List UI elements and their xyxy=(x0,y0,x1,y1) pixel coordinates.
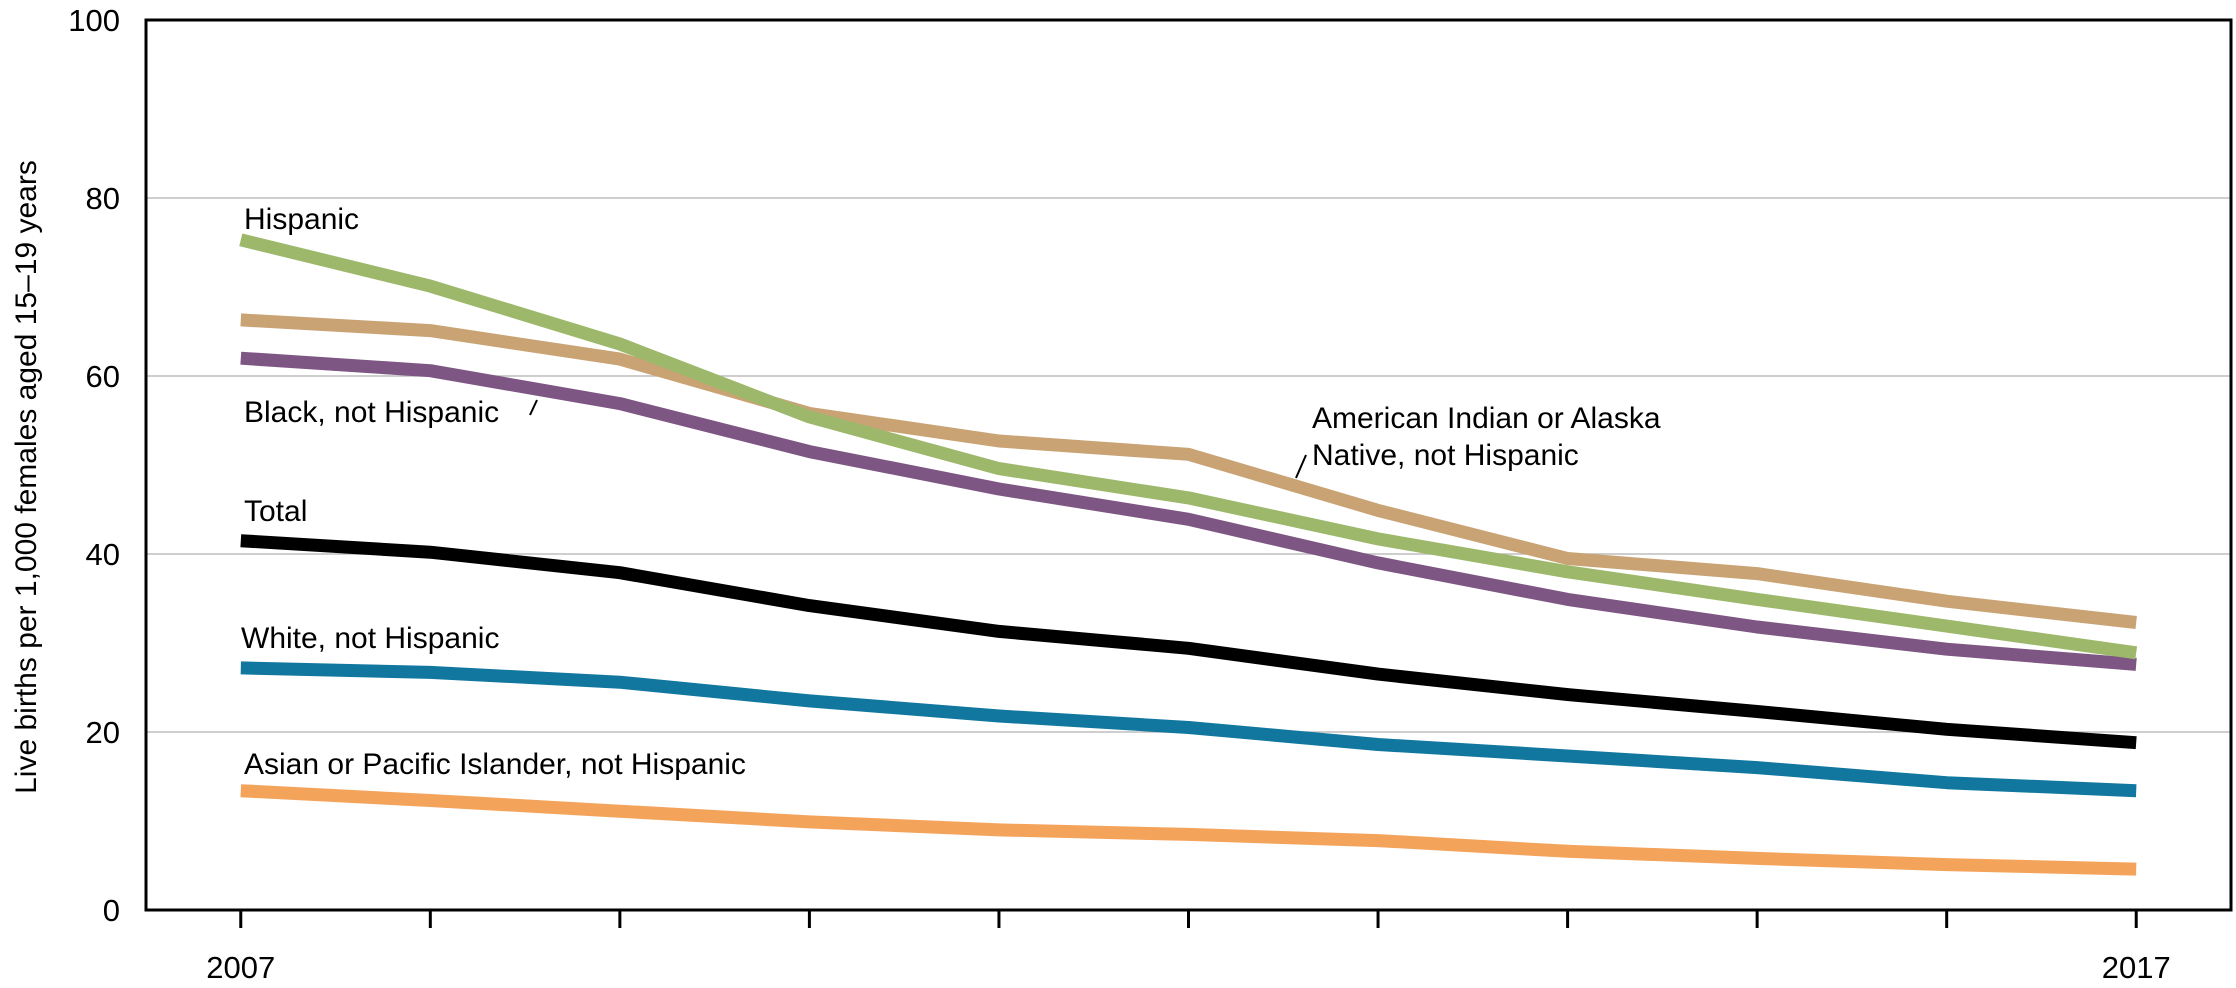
y-tick-label: 80 xyxy=(86,181,120,216)
series-label: American Indian or Alaska xyxy=(1312,402,1661,435)
series-line-1 xyxy=(240,313,2137,629)
series-label: White, not Hispanic xyxy=(241,622,499,655)
series-label: Hispanic xyxy=(244,203,359,236)
series-line-2 xyxy=(240,351,2137,671)
series-label: Native, not Hispanic xyxy=(1312,439,1579,472)
leader-line xyxy=(529,399,538,416)
series-labels: Hispanic American Indian or Alaska Native,… xyxy=(241,203,1661,781)
series-line-4 xyxy=(240,661,2137,798)
series-line-0 xyxy=(239,233,2138,660)
y-axis-ticks: 0 20 40 60 80 100 xyxy=(68,3,120,928)
y-tick-label: 60 xyxy=(86,359,120,394)
x-tick-label: 2017 xyxy=(2102,950,2171,985)
y-tick-label: 0 xyxy=(103,893,120,928)
x-tick-label: 2007 xyxy=(206,950,275,985)
x-axis-ticks: 2007 2017 xyxy=(206,910,2171,985)
series-line-5 xyxy=(240,784,2137,876)
series-label: Black, not Hispanic xyxy=(244,396,499,429)
y-tick-label: 20 xyxy=(86,715,120,750)
leader-line xyxy=(1295,454,1307,479)
series-line-3 xyxy=(240,534,2137,750)
series-label: Total xyxy=(244,495,307,528)
y-tick-label: 40 xyxy=(86,537,120,572)
series-label: Asian or Pacific Islander, not Hispanic xyxy=(244,748,746,781)
y-tick-label: 100 xyxy=(68,3,120,38)
y-axis-title: Live births per 1,000 females aged 15–19… xyxy=(10,160,43,794)
series-lines xyxy=(239,233,2138,876)
